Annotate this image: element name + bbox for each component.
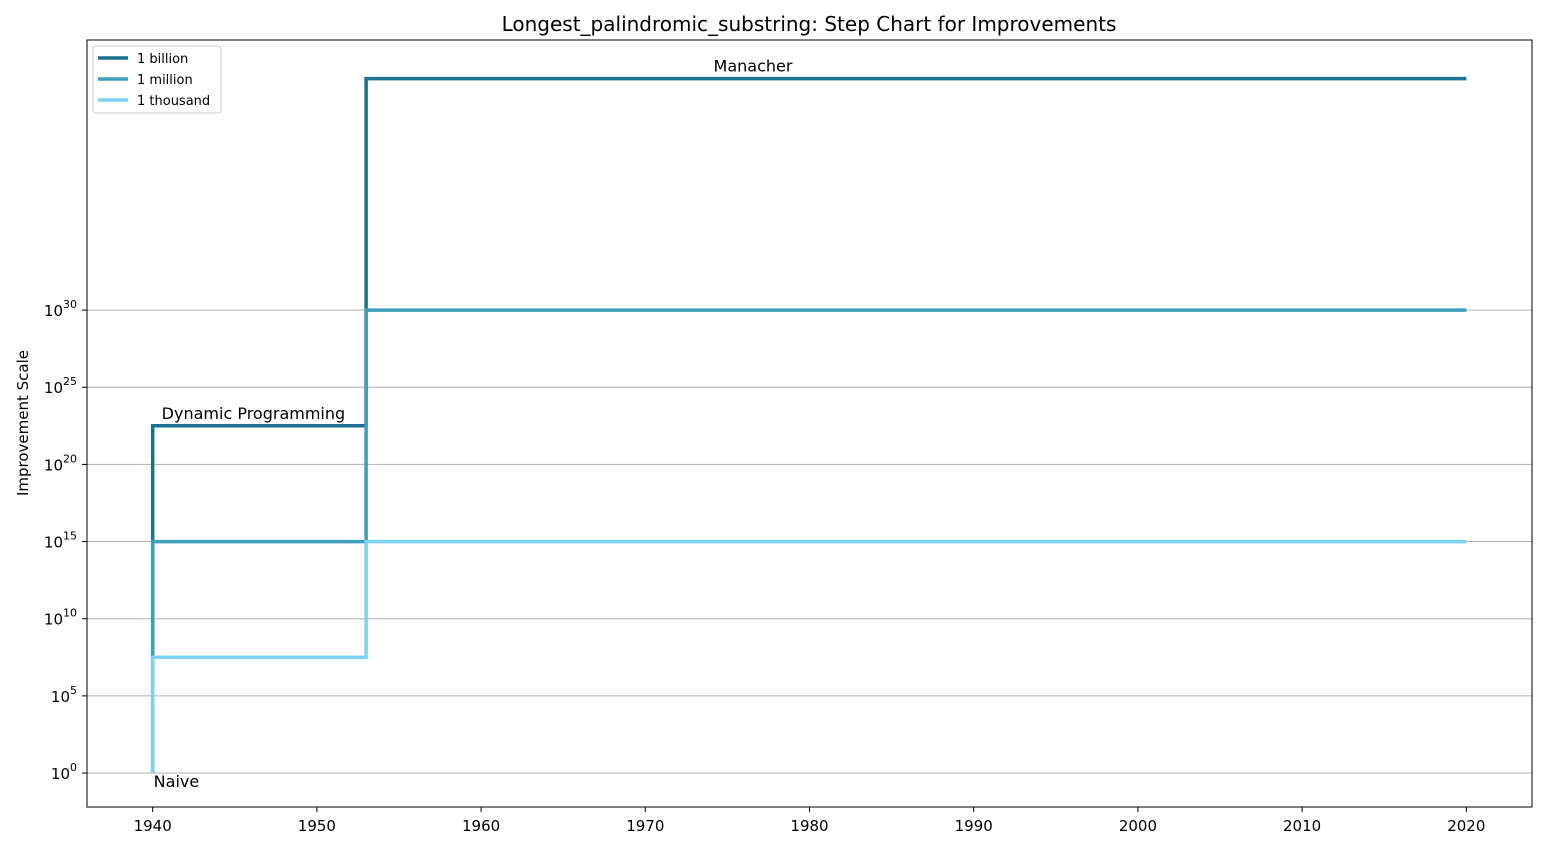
x-tick-label: 1940 [134,817,172,835]
x-tick-label: 2020 [1447,817,1485,835]
series-lines [150,76,1467,773]
y-tick-label: 1020 [44,452,77,474]
x-axis-ticks: 1940 1950 1960 1970 1980 1990 2000 2010 2020 [134,807,1485,835]
x-tick-label: 1950 [298,817,336,835]
x-tick-label: 1990 [955,817,993,835]
legend-label: 1 million [137,73,193,88]
legend-label: 1 billion [137,52,188,67]
legend-label: 1 thousand [137,94,210,109]
annotations: Naive Dynamic Programming Manacher [154,57,793,791]
y-tick-label: 1030 [44,298,77,320]
chart-title: Longest_palindromic_substring: Step Char… [502,12,1117,36]
x-tick-label: 2000 [1119,817,1157,835]
x-tick-label: 1970 [626,817,664,835]
y-tick-label: 1025 [44,375,77,397]
x-tick-label: 1980 [790,817,828,835]
y-tick-label: 1015 [44,530,77,552]
annotation-label: Manacher [714,57,793,76]
series-line-0 [150,76,1467,773]
annotation-label: Naive [154,772,200,791]
legend-box [92,45,222,114]
y-tick-label: 105 [51,684,77,706]
x-tick-label: 1960 [462,817,500,835]
x-tick-label: 2010 [1283,817,1321,835]
legend: 1 billion 1 million 1 thousand [92,45,222,114]
y-axis-ticks: 100 105 1010 1015 1020 1025 1030 [44,298,87,783]
y-tick-label: 100 [51,761,77,783]
plot-frame [86,39,1533,808]
y-tick-label: 1010 [44,607,77,629]
series-line-2 [150,539,1467,773]
annotation-label: Dynamic Programming [162,404,345,423]
y-axis-label: Improvement Scale [14,350,32,496]
